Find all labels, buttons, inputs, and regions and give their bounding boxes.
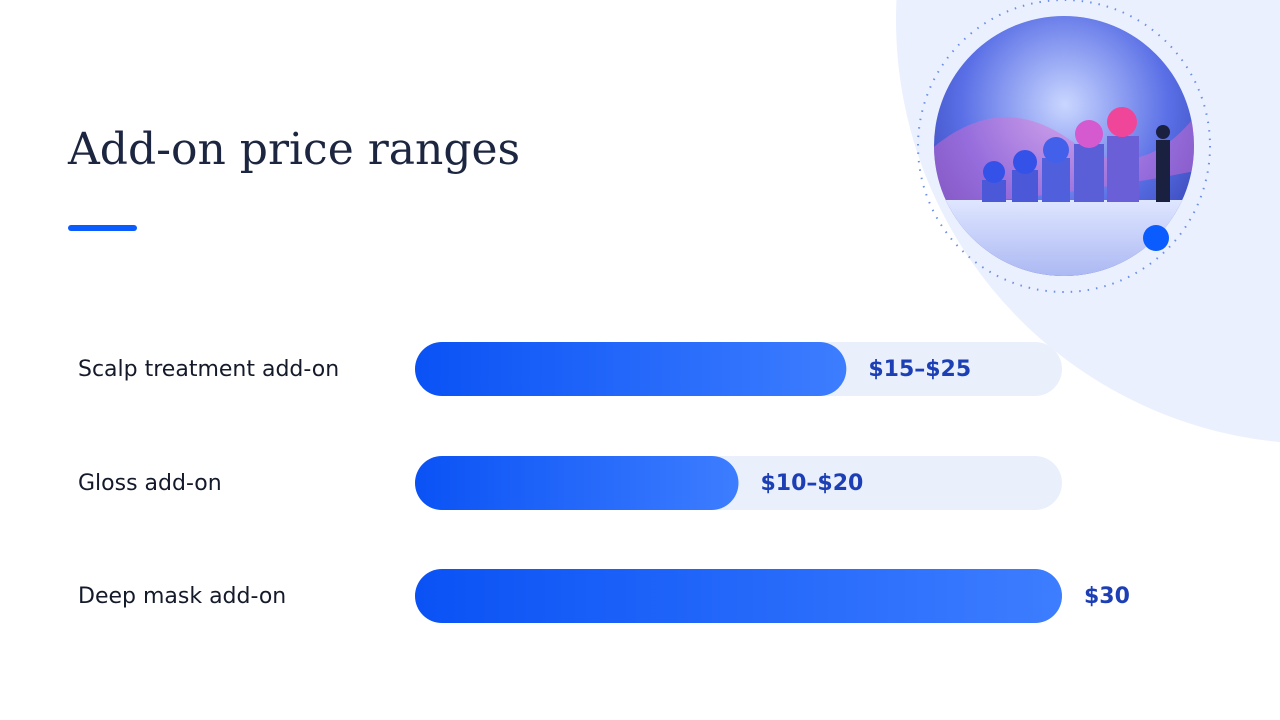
value-label: $15–$25 [868,357,971,382]
dotted-ring [917,0,1211,293]
bar [415,342,847,396]
value-label: $10–$20 [761,471,864,496]
category-label: Deep mask add-on [78,584,286,609]
category-label: Scalp treatment add-on [78,357,339,382]
title-underline [68,225,137,231]
accent-dot [1143,225,1169,251]
value-label: $30 [1084,584,1130,609]
chart-title: Add-on price ranges [67,124,520,175]
category-label: Gloss add-on [78,471,222,496]
bar [415,569,1062,623]
bar [415,456,739,510]
